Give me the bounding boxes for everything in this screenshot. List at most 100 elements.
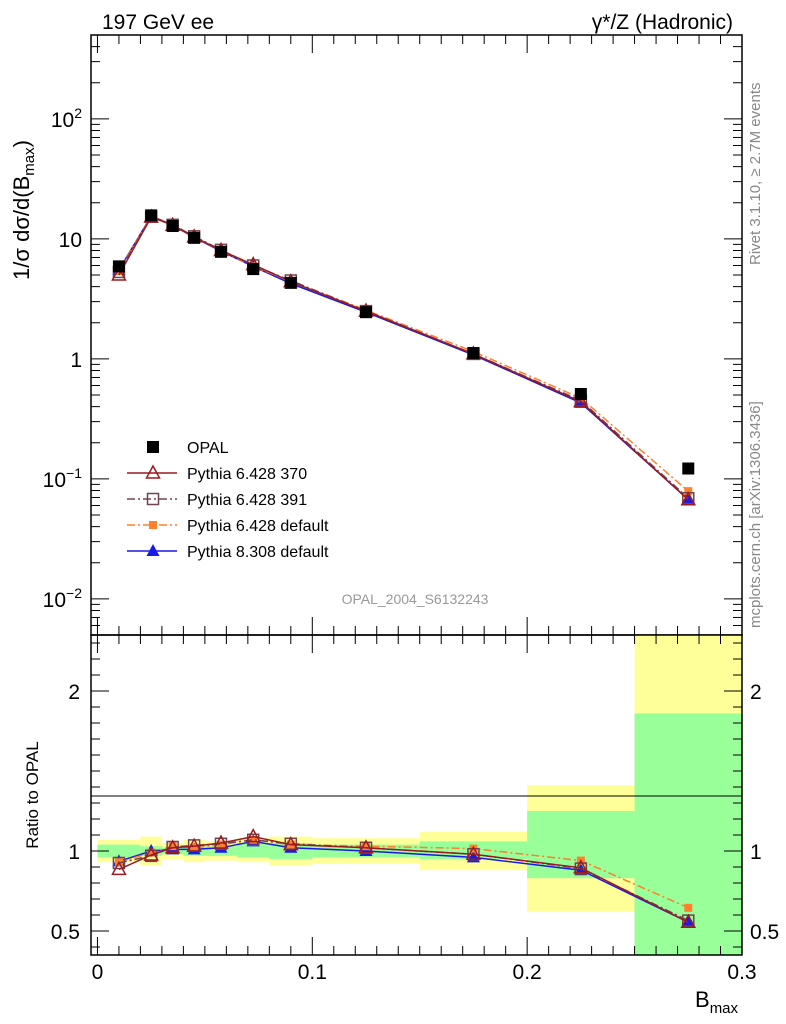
- main-y-axis-label-main: 1/σ dσ/d(B: [9, 176, 34, 280]
- legend-label-p6def: Pythia 6.428 default: [187, 518, 329, 535]
- main-point-p370: [111, 266, 127, 281]
- main-point-OPAL: [112, 260, 125, 273]
- ratio-point-p391: [574, 862, 588, 875]
- legend-item-OPAL: OPAL: [147, 440, 229, 457]
- ratio-point-p370: [283, 836, 299, 851]
- legend-label-p370: Pythia 6.428 370: [187, 466, 307, 483]
- ratio-point-p370: [680, 913, 697, 928]
- ratio-point-p370: [186, 837, 202, 852]
- ratio-point-p8def: [681, 915, 695, 928]
- main-point-p370: [680, 491, 697, 506]
- legend-item-p8def: Pythia 8.308 default: [127, 544, 329, 561]
- ratio-y-tick-label-left: 2: [68, 681, 80, 704]
- main-point-OPAL: [247, 263, 260, 276]
- main-y-tick-label: 10−2: [43, 585, 83, 612]
- legend-item-p370: Pythia 6.428 370: [127, 464, 307, 483]
- ratio-y-tick-label-right: 2: [750, 681, 762, 704]
- analysis-tag: OPAL_2004_S6132243: [342, 591, 489, 607]
- header-process-label: γ*/Z (Hadronic): [592, 11, 733, 34]
- ratio-y-axis-label: Ratio to OPAL: [23, 741, 42, 848]
- main-y-tick-label: 102: [51, 105, 82, 132]
- legend-marker-OPAL: [147, 441, 159, 453]
- ratio-point-p6def: [362, 842, 371, 851]
- header-energy-label: 197 GeV ee: [102, 11, 214, 34]
- main-point-OPAL: [360, 306, 373, 319]
- ratio-point-p391: [112, 856, 126, 870]
- ratio-line-p6def: [118, 839, 689, 909]
- main-point-p6def: [684, 487, 693, 496]
- legend-label-p391: Pythia 6.428 391: [187, 492, 307, 509]
- main-point-OPAL: [188, 231, 201, 244]
- main-y-axis-label: 1/σ dσ/d(Bmax): [9, 140, 38, 280]
- legend-marker-p370: [145, 464, 161, 479]
- ratio-series-p370: [111, 828, 697, 928]
- x-tick-label: 0.1: [298, 961, 327, 984]
- main-series-OPAL: [112, 209, 695, 475]
- x-axis-label-sub: max: [710, 1000, 739, 1017]
- legend-marker-p391: [146, 492, 160, 506]
- ratio-point-p370: [245, 828, 261, 843]
- x-axis-label: Bmax: [695, 987, 739, 1017]
- ratio-point-p6def: [168, 842, 177, 851]
- main-axis-ticks: 10−2 10−1 1 10 102: [43, 34, 743, 636]
- main-point-p370: [573, 393, 589, 408]
- main-line-p8def: [118, 215, 689, 501]
- main-point-OPAL: [467, 346, 480, 359]
- legend-item-p6def: Pythia 6.428 default: [127, 518, 329, 535]
- main-y-axis-label-sub: max: [21, 147, 38, 176]
- x-tick-label: 0: [92, 961, 104, 984]
- mcplots-reference-label: mcplots.cern.ch [arXiv:1306.3436]: [747, 401, 764, 628]
- ratio-point-p370: [143, 846, 159, 861]
- ratio-y-tick-label-left: 0.5: [51, 921, 80, 944]
- main-series: [111, 208, 697, 506]
- ratio-series: [111, 828, 697, 928]
- main-series-p8def: [112, 209, 695, 505]
- x-tick-label: 0.2: [513, 961, 542, 984]
- main-point-OPAL: [166, 220, 179, 233]
- main-y-tick-label: 10−1: [43, 465, 83, 492]
- legend-item-p391: Pythia 6.428 391: [127, 492, 307, 509]
- main-y-axis-label-end: ): [9, 140, 34, 147]
- ratio-point-p391: [144, 849, 158, 863]
- ratio-band-inner: [97, 844, 141, 858]
- ratio-point-p370: [358, 839, 374, 854]
- legend: OPAL Pythia 6.428 370 Pythia 6.428 391 Pyth…: [127, 440, 329, 561]
- legend-marker-p6def: [149, 521, 157, 529]
- legend-marker-p8def: [146, 544, 160, 556]
- x-tick-label: 0.3: [727, 961, 756, 984]
- ratio-point-p370: [111, 860, 127, 876]
- main-point-OPAL: [284, 276, 297, 289]
- ratio-panel: 0.5 0.5 1 1 2 2 0 0.1 0.2 0.3 Ratio to OPAL Bmax: [23, 634, 779, 1017]
- main-series-p391: [112, 210, 695, 505]
- main-point-OPAL: [145, 209, 158, 222]
- main-panel: 10−2 10−1 1 10 102 OPAL_2004_S6132243 1/σ dσ…: [9, 34, 743, 636]
- ratio-point-p370: [213, 834, 229, 849]
- ratio-point-p370: [465, 845, 482, 860]
- rivet-version-label: Rivet 3.1.10, ≥ 2.7M events: [747, 83, 764, 266]
- legend-label-OPAL: OPAL: [187, 440, 229, 457]
- ratio-axis-ticks: 0.5 0.5 1 1 2 2 0 0.1 0.2 0.3: [51, 635, 779, 984]
- ratio-point-p6def: [684, 903, 693, 912]
- ratio-point-p370: [573, 859, 589, 874]
- main-point-OPAL: [214, 245, 227, 258]
- legend-label-p8def: Pythia 8.308 default: [187, 544, 329, 561]
- ratio-band-inner: [237, 843, 270, 858]
- main-line-p370: [118, 216, 689, 501]
- svg-text:1/σ dσ/d(Bmax): 1/σ dσ/d(Bmax): [9, 140, 38, 280]
- ratio-point-p6def: [190, 843, 199, 852]
- ratio-uncertainty-bands: [97, 635, 742, 955]
- ratio-point-p370: [164, 839, 181, 854]
- ratio-y-tick-label-right: 0.5: [750, 921, 779, 944]
- ratio-point-p6def: [216, 840, 225, 849]
- main-point-OPAL: [682, 462, 695, 475]
- main-y-tick-label: 1: [70, 349, 82, 372]
- main-series-p370: [111, 208, 697, 506]
- ratio-point-p6def: [249, 835, 258, 844]
- main-y-tick-label: 10: [59, 229, 82, 252]
- ratio-panel-frame: [90, 634, 743, 956]
- main-point-OPAL: [574, 387, 587, 400]
- ratio-point-p6def: [147, 848, 156, 857]
- ratio-y-tick-label-right: 1: [750, 841, 762, 864]
- ratio-y-tick-label-left: 1: [68, 841, 80, 864]
